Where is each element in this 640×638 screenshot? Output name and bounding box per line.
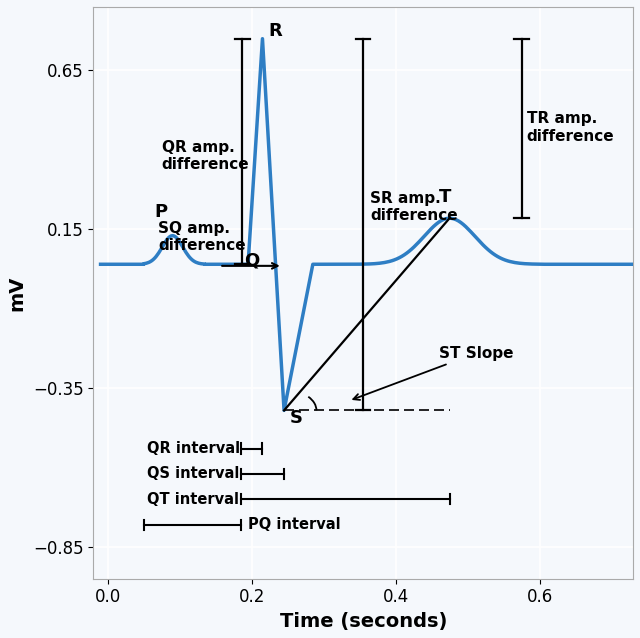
Text: QT interval: QT interval (147, 492, 239, 507)
Text: R: R (268, 22, 282, 40)
Text: QR interval: QR interval (147, 441, 241, 456)
Text: ST Slope: ST Slope (353, 346, 513, 400)
Y-axis label: mV: mV (7, 275, 26, 311)
Text: S: S (290, 409, 303, 427)
Text: QR amp.
difference: QR amp. difference (162, 140, 250, 172)
Text: SQ amp.
difference: SQ amp. difference (158, 221, 246, 253)
Text: PQ interval: PQ interval (248, 517, 340, 532)
Text: T: T (439, 188, 451, 206)
Text: QS interval: QS interval (147, 466, 240, 482)
X-axis label: Time (seconds): Time (seconds) (280, 612, 447, 631)
Text: SR amp.
difference: SR amp. difference (371, 191, 458, 223)
Text: P: P (154, 203, 168, 221)
Text: Q: Q (244, 252, 260, 270)
Text: TR amp.
difference: TR amp. difference (527, 112, 614, 144)
